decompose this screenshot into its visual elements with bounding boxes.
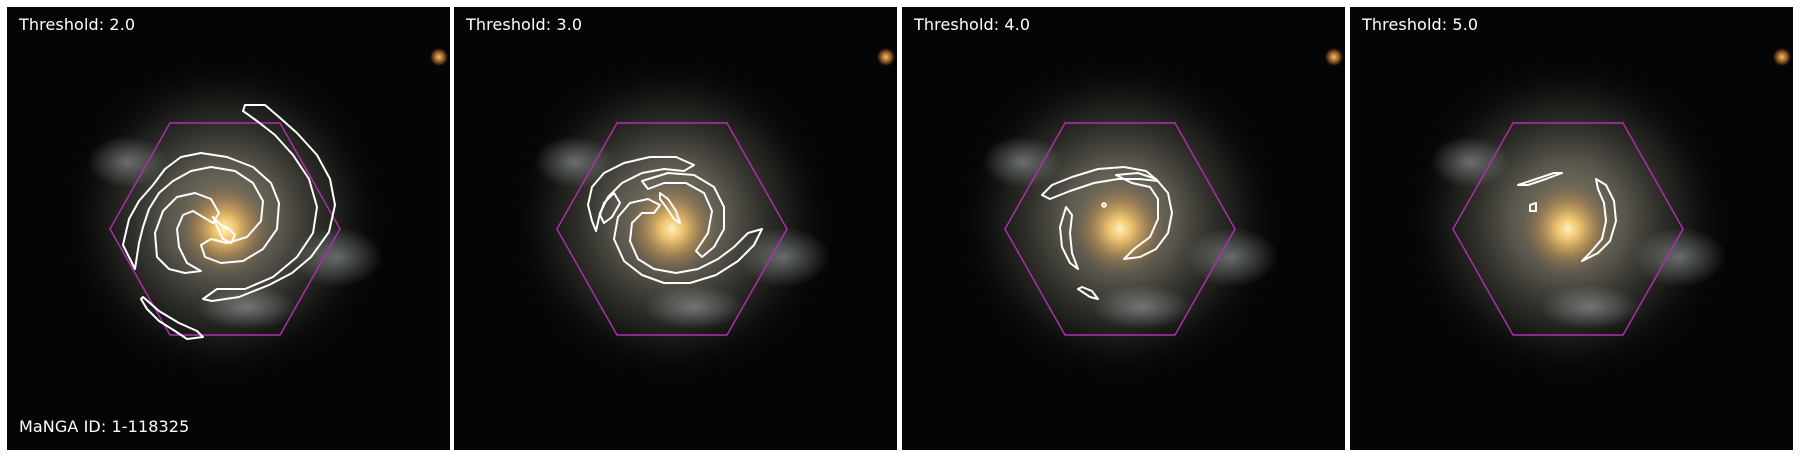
contour-set xyxy=(1517,172,1617,262)
galaxy-image xyxy=(902,7,1345,450)
galaxy-panel-threshold-4: Threshold: 4.0 xyxy=(902,7,1345,450)
contour-set xyxy=(122,104,336,340)
contour-set xyxy=(1041,166,1173,300)
galaxy-panel-threshold-5: Threshold: 5.0 xyxy=(1350,7,1793,450)
manga-id-label: MaNGA ID: 1-118325 xyxy=(19,417,190,436)
threshold-label: Threshold: 4.0 xyxy=(914,15,1031,34)
galaxy-panel-threshold-2: Threshold: 2.0 MaNGA ID: 1-118325 xyxy=(7,7,450,450)
contour-set xyxy=(587,156,763,284)
threshold-label: Threshold: 2.0 xyxy=(19,15,136,34)
ifu-hexagon xyxy=(556,122,788,336)
ifu-hexagon xyxy=(1004,122,1236,336)
threshold-label: Threshold: 3.0 xyxy=(466,15,583,34)
ifu-hexagon xyxy=(109,122,341,336)
galaxy-image xyxy=(454,7,897,450)
galaxy-image xyxy=(1350,7,1793,450)
threshold-label: Threshold: 5.0 xyxy=(1362,15,1479,34)
ifu-hexagon xyxy=(1452,122,1684,336)
galaxy-image xyxy=(7,7,450,450)
galaxy-panel-threshold-3: Threshold: 3.0 xyxy=(454,7,897,450)
